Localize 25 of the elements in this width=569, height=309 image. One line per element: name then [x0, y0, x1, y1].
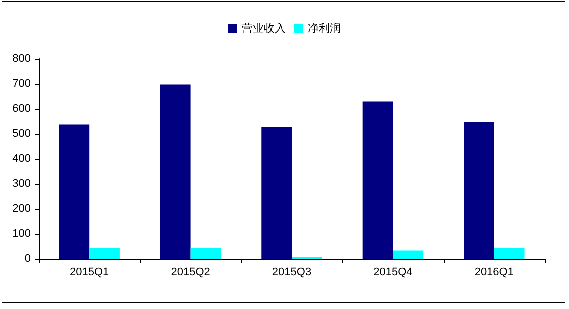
- y-tick-label: 500: [12, 128, 31, 140]
- y-tick-label: 300: [12, 178, 31, 190]
- x-tick-label: 2016Q1: [474, 266, 514, 278]
- bar: [464, 122, 494, 259]
- bar: [190, 248, 222, 259]
- y-tick-label: 0: [24, 253, 31, 265]
- legend-label: 营业收入: [242, 22, 286, 35]
- bar: [393, 250, 424, 259]
- x-tick-label: 2015Q4: [374, 266, 413, 278]
- y-tick-label: 800: [12, 53, 31, 65]
- bar: [262, 127, 292, 259]
- y-tick-label: 200: [12, 203, 31, 215]
- bar: [90, 248, 120, 259]
- x-tick-label: 2015Q3: [272, 266, 312, 278]
- y-tick-label: 600: [12, 103, 31, 115]
- legend-label: 净利润: [308, 22, 341, 35]
- y-tick-label: 700: [12, 78, 31, 90]
- x-tick-label: 2015Q2: [171, 266, 210, 278]
- y-tick-label: 400: [12, 153, 31, 165]
- bar: [160, 84, 191, 259]
- bar: [494, 248, 525, 259]
- bar: [59, 124, 90, 259]
- y-tick-label: 100: [12, 228, 31, 240]
- bar: [362, 102, 394, 259]
- x-tick-label: 2015Q1: [70, 266, 110, 278]
